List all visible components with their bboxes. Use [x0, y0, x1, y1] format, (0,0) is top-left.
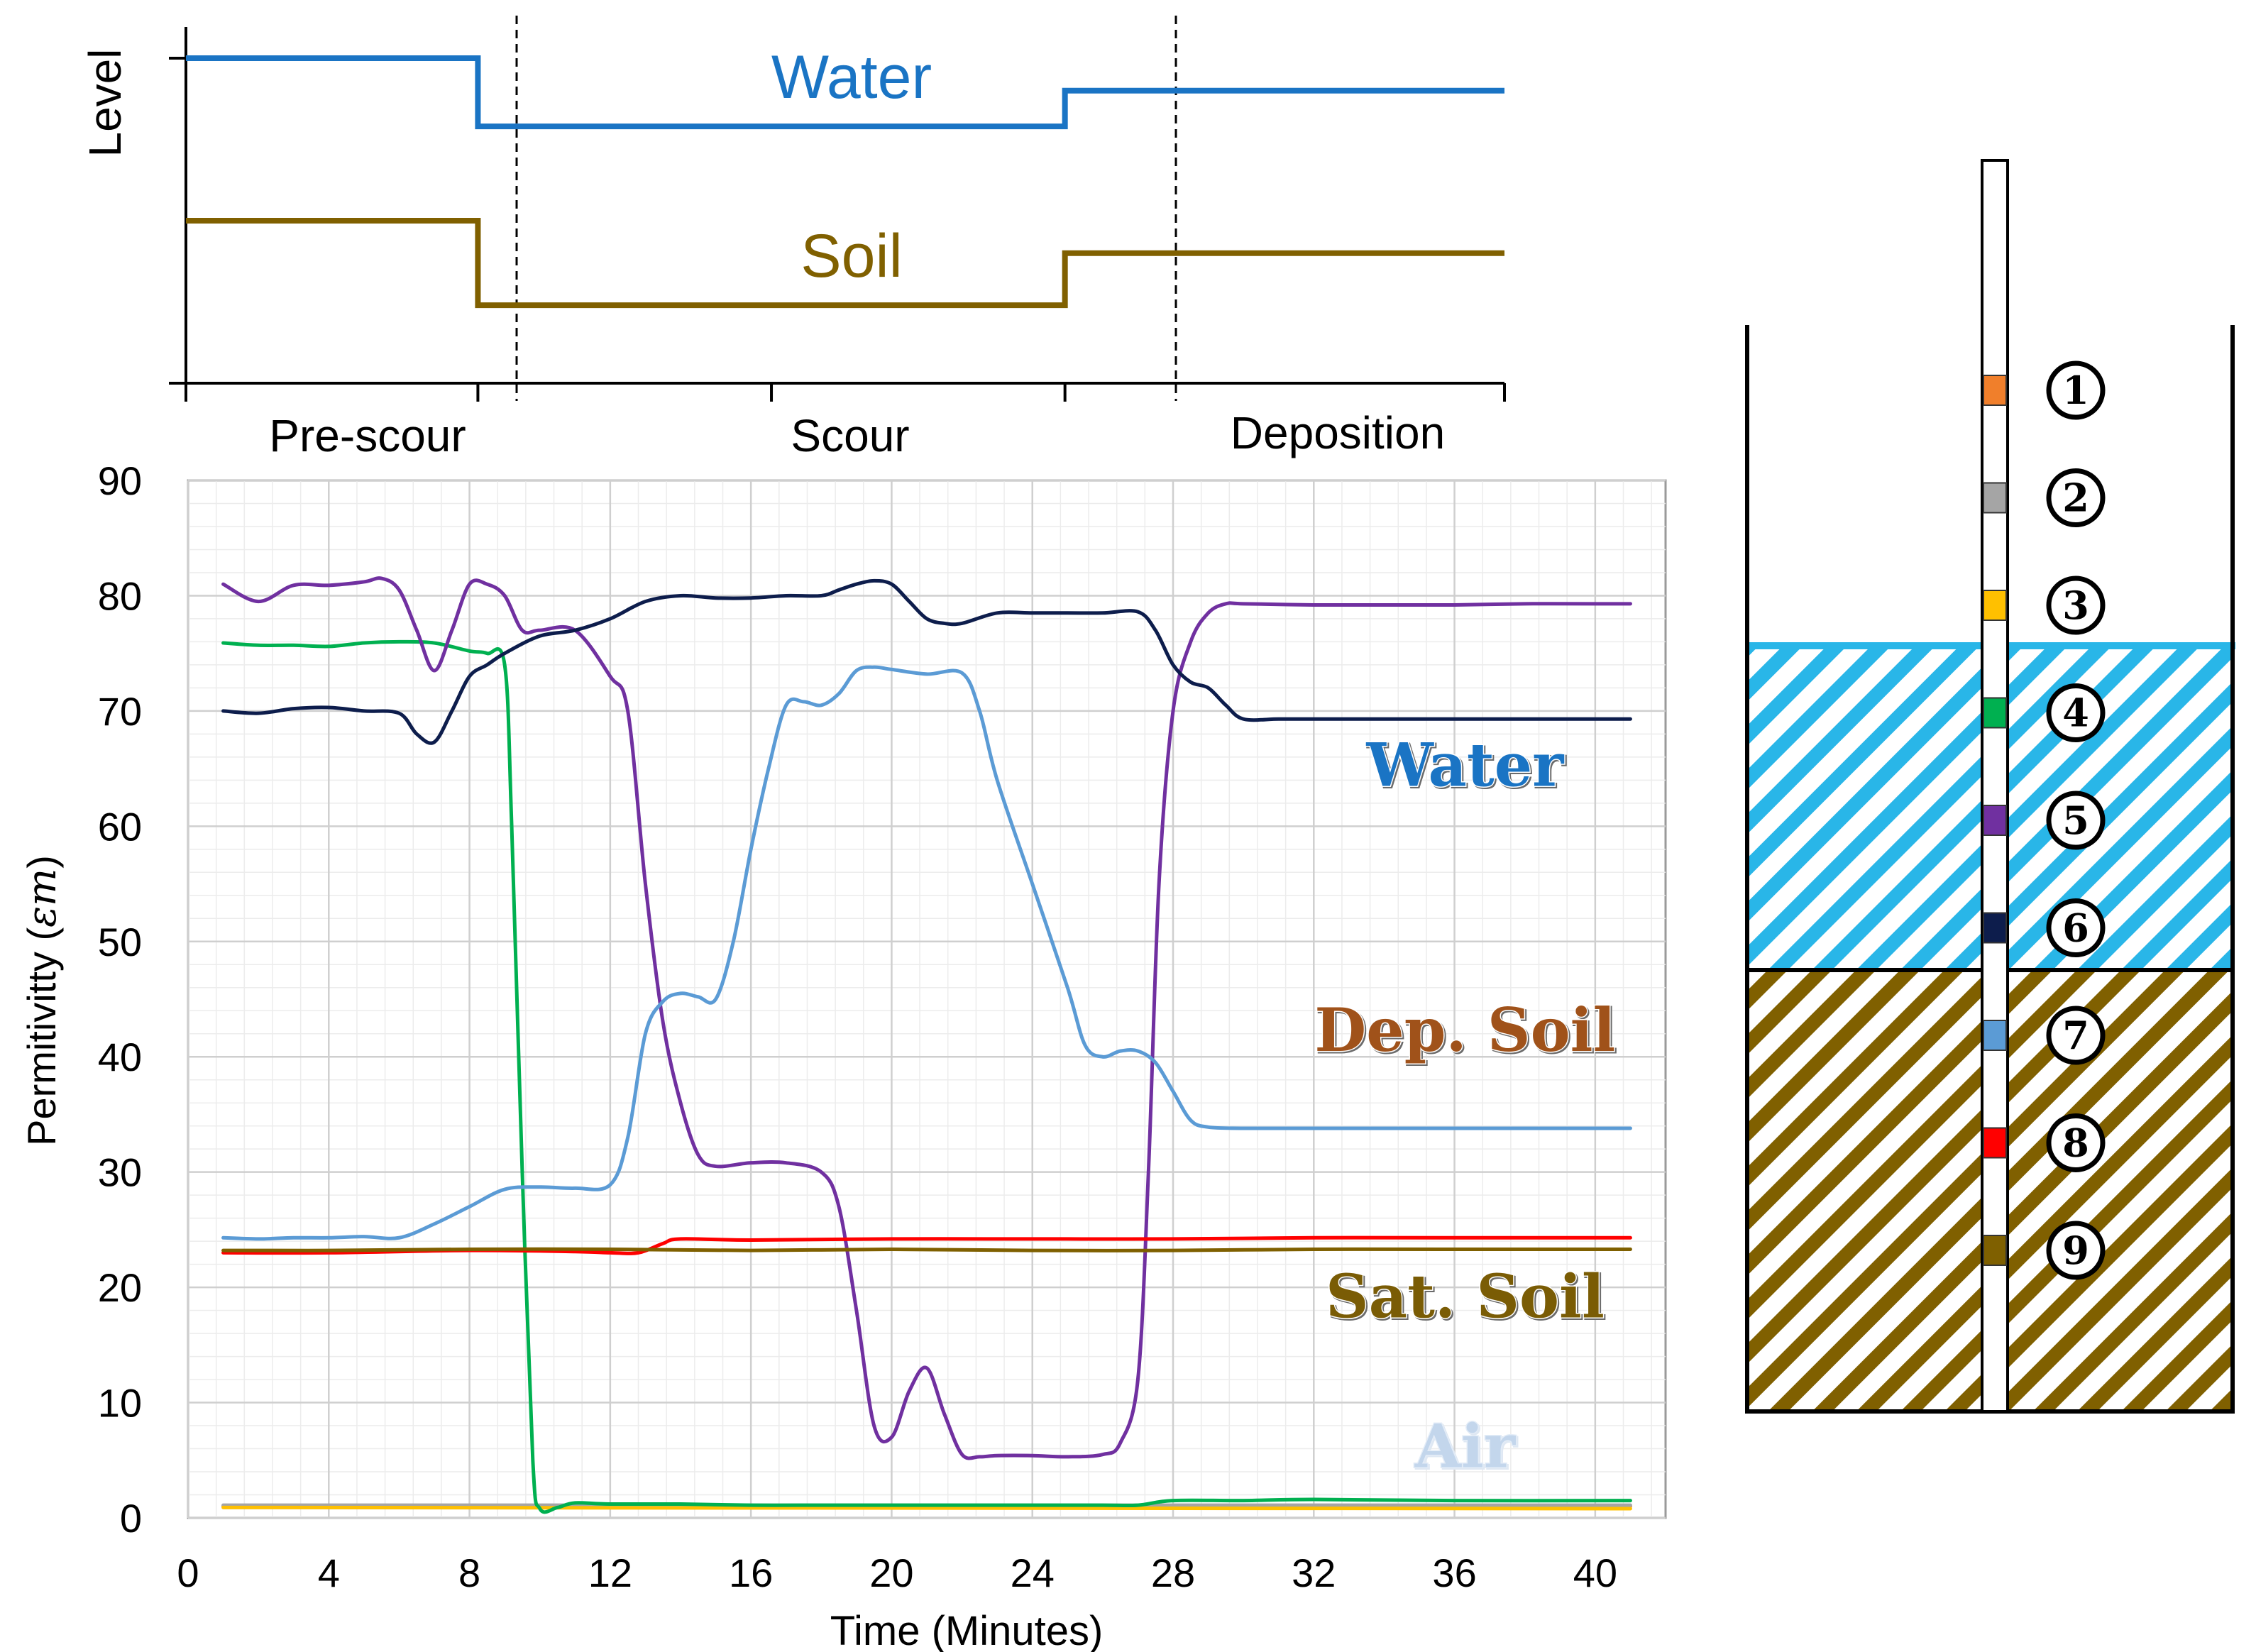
x-tick-label: 16	[729, 1551, 773, 1595]
phase-label-pre-scour: Pre-scour	[269, 410, 466, 461]
series-line-sensor-9	[221, 1247, 1632, 1252]
x-tick-label: 32	[1292, 1551, 1336, 1595]
sensor-marker-5	[1983, 805, 2007, 836]
x-tick-label: 24	[1011, 1551, 1055, 1595]
level-chart: Level Water Soil Pre-scour Scour Deposit…	[79, 16, 1506, 461]
y-tick-label: 50	[98, 920, 142, 964]
annotation-water: Water	[1365, 729, 1565, 800]
annotation-air: Air	[1414, 1411, 1517, 1482]
x-tick-label: 36	[1432, 1551, 1476, 1595]
series-line-sensor-4	[221, 639, 1632, 1514]
x-tick-label: 8	[458, 1551, 480, 1595]
phase-label-deposition: Deposition	[1231, 407, 1445, 458]
probe-rod	[1981, 159, 2009, 1413]
y-tick-label: 20	[98, 1265, 142, 1310]
sensor-number-circle-6	[2046, 898, 2106, 957]
water-level-label: Water	[771, 43, 932, 111]
sensor-number-circle-9	[2046, 1221, 2106, 1280]
y-tick-label: 70	[98, 689, 142, 734]
y-tick-label: 10	[98, 1381, 142, 1426]
y-tick-label: 30	[98, 1150, 142, 1195]
sensor-marker-7	[1983, 1020, 2007, 1051]
sensor-number-1: 1	[2062, 368, 2089, 413]
y-axis-label-close: )	[19, 855, 64, 869]
soil-level-label: Soil	[800, 222, 902, 290]
x-tick-label: 0	[177, 1551, 199, 1595]
sensor-number-2: 2	[2062, 475, 2089, 521]
sensor-number-7: 7	[2062, 1013, 2089, 1058]
sensor-number-circle-7	[2046, 1006, 2106, 1065]
sensor-marker-2	[1983, 482, 2007, 514]
major-grid	[187, 479, 1666, 1519]
annotation-sat-soil: Sat. Soil	[1326, 1261, 1605, 1331]
y-axis-label-symbol: εm	[19, 869, 65, 927]
sensor-number-circle-1	[2046, 360, 2106, 420]
x-tick-label: 20	[869, 1551, 913, 1595]
sensor-number-9: 9	[2062, 1228, 2089, 1273]
y-tick-label: 90	[98, 458, 142, 503]
x-tick-labels: 0 4 8 12 16 20 24 28 32 36 40	[177, 1551, 1617, 1595]
sensor-marker-6	[1983, 912, 2007, 944]
sensor-marker-3	[1983, 590, 2007, 621]
sensor-marker-1	[1983, 375, 2007, 406]
sensor-marker-9	[1983, 1235, 2007, 1266]
x-axis-label: Time (Minutes)	[830, 1608, 1104, 1652]
series-line-sensor-6	[221, 578, 1632, 745]
sensor-number-circle-8	[2046, 1113, 2106, 1172]
x-tick-label: 28	[1151, 1551, 1195, 1595]
y-tick-labels: 0 10 20 30 40 50 60 70 80 90	[98, 458, 142, 1541]
sensor-number-8: 8	[2062, 1120, 2089, 1166]
y-axis-label-text: Permitivitty (	[19, 927, 64, 1146]
sensor-number-3: 3	[2062, 583, 2089, 628]
soil-level-line	[186, 218, 1504, 309]
sensor-number-circle-4	[2046, 683, 2106, 742]
series-line-sensor-7	[221, 665, 1632, 1241]
chart-annotations: Water Dep. Soil Sat. Soil Air	[1314, 729, 1617, 1482]
sensor-number-4: 4	[2062, 690, 2089, 736]
sensor-number-circle-2	[2046, 468, 2106, 527]
phase-label-scour: Scour	[791, 410, 909, 461]
sensor-marker-8	[1983, 1127, 2007, 1159]
sensor-number-6: 6	[2062, 905, 2089, 951]
y-axis-label: Permitivitty (εm)	[19, 855, 65, 1146]
y-tick-label: 0	[120, 1496, 142, 1541]
y-tick-label: 80	[98, 573, 142, 618]
x-tick-label: 4	[318, 1551, 340, 1595]
sensor-number-circle-3	[2046, 576, 2106, 635]
sensor-number-5: 5	[2062, 798, 2089, 843]
sensor-probe-schematic: 1 2 3 4 5 6 7 8 9	[1745, 159, 2235, 1414]
y-tick-label: 60	[98, 804, 142, 849]
annotation-dep-soil: Dep. Soil	[1314, 995, 1615, 1065]
y-tick-label: 40	[98, 1035, 142, 1079]
x-tick-label: 12	[588, 1551, 632, 1595]
x-tick-label: 40	[1573, 1551, 1617, 1595]
plot-area	[187, 479, 1667, 1519]
series-line-sensor-5	[221, 576, 1632, 1460]
level-axis-label: Level	[79, 49, 131, 158]
series-lines	[221, 576, 1632, 1514]
sensor-marker-4	[1983, 697, 2007, 729]
series-line-sensor-3	[221, 1505, 1632, 1511]
water-level-line	[186, 55, 1504, 130]
sensor-number-circle-5	[2046, 791, 2106, 850]
